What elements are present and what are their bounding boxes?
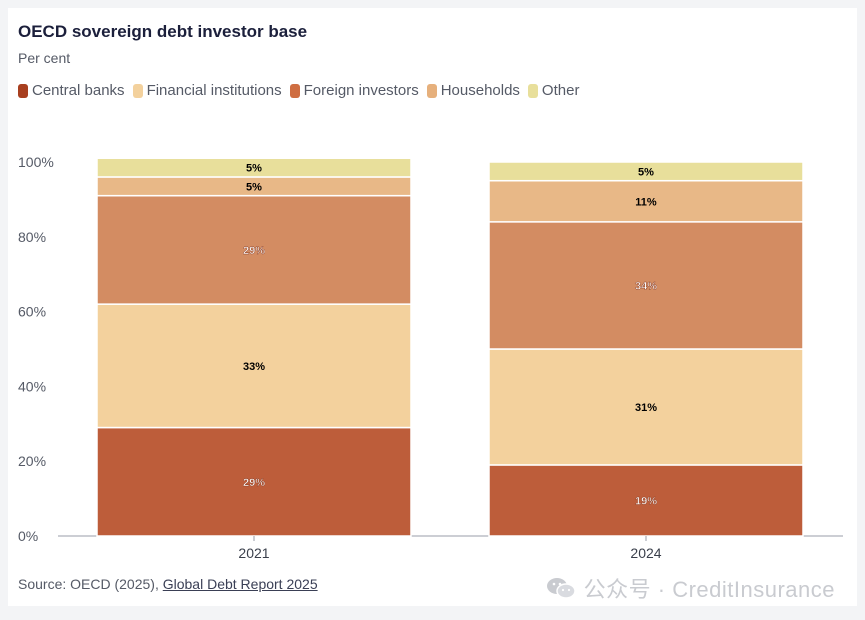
- legend-item-central-banks[interactable]: Central banks: [18, 82, 125, 99]
- watermark: 公众号 · CreditInsurance: [546, 572, 835, 604]
- data-label: 31%: [635, 402, 657, 414]
- wechat-icon: [546, 578, 576, 599]
- source-note: Source: OECD (2025), Global Debt Report …: [18, 576, 318, 592]
- legend-label: Central banks: [32, 82, 125, 99]
- y-tick-label: 80%: [18, 229, 46, 245]
- bar-segment: [488, 179, 804, 223]
- legend-label: Foreign investors: [303, 82, 419, 99]
- chart-title: OECD sovereign debt investor base: [18, 22, 308, 41]
- bar-segment: [488, 348, 804, 466]
- bar-segment: [96, 303, 412, 429]
- stacked-bar-chart: 0% 20% 40% 60% 80% 100% 29% 33% 29% 5% 5% 2021 19% 31…: [18, 154, 843, 561]
- bar-segment: [96, 157, 412, 178]
- data-label: 33%: [243, 361, 265, 373]
- bar-segment: [488, 161, 804, 182]
- source-prefix: Source: OECD (2025),: [18, 576, 163, 592]
- legend-item-other[interactable]: Other: [527, 82, 580, 99]
- x-tick-label: 2024: [630, 545, 661, 561]
- legend-label: Households: [440, 82, 520, 99]
- legend-label: Financial institutions: [146, 82, 282, 99]
- source-link[interactable]: Global Debt Report 2025: [162, 576, 318, 592]
- y-tick-label: 60%: [18, 304, 46, 320]
- bar-segment: [488, 464, 804, 537]
- data-label: 19%: [635, 495, 657, 507]
- watermark-text: 公众号 · CreditInsurance: [583, 577, 835, 602]
- legend-item-foreign-investors[interactable]: Foreign investors: [289, 82, 419, 99]
- y-tick-label: 40%: [18, 378, 46, 394]
- data-label: 34%: [635, 280, 657, 292]
- legend-swatch: [426, 83, 437, 98]
- data-label: 11%: [635, 196, 657, 208]
- y-tick-label: 20%: [18, 453, 46, 469]
- data-label: 5%: [246, 181, 262, 193]
- legend-swatch: [18, 83, 28, 98]
- y-tick-label: 0%: [18, 528, 38, 544]
- chart-subtitle: Per cent: [18, 50, 71, 66]
- legend: Central banks Financial institutions For…: [18, 82, 579, 99]
- bar-segment: [96, 426, 412, 537]
- legend-swatch: [132, 83, 143, 98]
- legend-swatch: [527, 83, 538, 98]
- chart-card: OECD sovereign debt investor base Per ce…: [8, 8, 857, 606]
- data-label: 29%: [243, 245, 265, 257]
- legend-item-financial-institutions[interactable]: Financial institutions: [132, 82, 282, 99]
- x-tick-label: 2021: [238, 545, 269, 561]
- legend-label: Other: [541, 82, 580, 99]
- y-tick-label: 100%: [18, 154, 54, 170]
- data-label: 5%: [638, 166, 654, 178]
- data-label: 29%: [243, 477, 265, 489]
- data-label: 5%: [246, 163, 262, 175]
- bar-segment: [96, 194, 412, 305]
- legend-item-households[interactable]: Households: [426, 82, 520, 99]
- legend-swatch: [289, 83, 300, 98]
